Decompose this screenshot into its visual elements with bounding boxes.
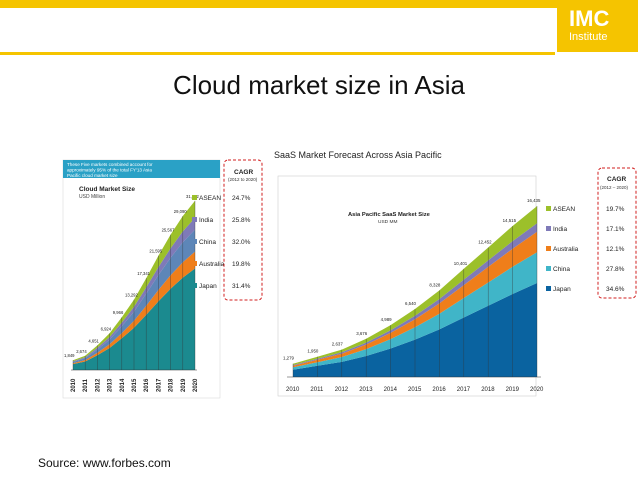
left-legend-label-asean: ASEAN	[199, 195, 221, 202]
left-total-label: 25,567	[162, 228, 175, 233]
right-x-tick: 2020	[530, 387, 544, 393]
left-cagr-value-australia: 19.8%	[232, 261, 251, 268]
left-x-tick: 2017	[156, 378, 162, 392]
right-total-label: 14,515	[503, 218, 517, 223]
right-cagr-value-australia: 12.1%	[606, 246, 625, 253]
left-legend-label-australia: Australia	[199, 261, 225, 268]
left-x-tick: 2011	[83, 378, 89, 392]
right-total-label: 6,540	[405, 301, 417, 306]
left-total-label: 13,292	[125, 293, 138, 298]
left-chart-title: Cloud Market Size	[79, 186, 135, 193]
left-x-tick: 2012	[95, 378, 101, 392]
left-cagr-sub: (2012 to 2020)	[228, 177, 258, 182]
right-cagr-value-japan: 34.6%	[606, 286, 625, 293]
left-legend-swatch-india	[192, 217, 197, 222]
left-legend-label-japan: Japan	[199, 283, 217, 290]
right-cagr-value-asean: 19.7%	[606, 206, 625, 213]
page-title: Cloud market size in Asia	[173, 70, 465, 100]
left-x-tick: 2015	[132, 378, 138, 392]
left-cagr-box	[223, 159, 263, 301]
left-banner-line: Pacific cloud market size	[67, 173, 118, 178]
right-cagr-value-india: 17.1%	[606, 226, 625, 233]
right-cagr-value-china: 27.8%	[606, 266, 625, 273]
left-total-label: 29,090	[174, 209, 187, 214]
left-x-tick: 2019	[181, 378, 187, 392]
right-cagr-box	[597, 167, 637, 299]
right-x-tick: 2015	[408, 387, 422, 393]
left-cagr-header: CAGR	[234, 169, 253, 176]
left-x-tick: 2020	[193, 378, 199, 392]
left-x-tick: 2010	[71, 378, 77, 392]
right-legend-label-japan: Japan	[553, 286, 571, 293]
header-divider	[0, 52, 555, 55]
left-x-tick: 2013	[108, 378, 114, 392]
right-x-tick: 2014	[384, 387, 398, 393]
right-x-tick: 2010	[286, 387, 300, 393]
left-legend-swatch-japan	[192, 283, 197, 288]
right-legend-swatch-japan	[546, 286, 551, 291]
left-legend-swatch-china	[192, 239, 197, 244]
right-legend-label-india: India	[553, 226, 567, 233]
left-total-label: 9,966	[113, 310, 124, 315]
left-x-tick: 2018	[169, 378, 175, 392]
top-accent-bar	[0, 0, 638, 8]
left-cagr-value-asean: 24.7%	[232, 195, 251, 202]
right-x-tick: 2012	[335, 387, 349, 393]
right-total-label: 8,328	[429, 282, 441, 287]
right-legend-label-asean: ASEAN	[553, 206, 575, 213]
right-legend-label-china: China	[553, 266, 570, 273]
logo-text-imc: IMC	[569, 6, 610, 31]
left-legend-label-china: China	[199, 239, 216, 246]
right-x-tick: 2016	[432, 387, 446, 393]
left-x-tick: 2016	[144, 378, 150, 392]
right-total-label: 1,950	[307, 349, 319, 354]
right-area-japan	[293, 283, 537, 377]
left-chart-banner	[63, 160, 220, 178]
left-area-japan	[73, 268, 195, 370]
left-x-tick: 2014	[120, 378, 126, 392]
source-note: Source: www.forbes.com	[38, 456, 171, 470]
right-legend-swatch-china	[546, 266, 551, 271]
right-cagr-header: CAGR	[607, 176, 626, 183]
left-total-label: 1,849	[64, 353, 75, 358]
left-cagr-value-india: 25.8%	[232, 217, 251, 224]
left-total-label: 17,341	[137, 271, 150, 276]
right-legend-swatch-india	[546, 226, 551, 231]
left-total-label: 6,924	[101, 326, 112, 331]
right-total-label: 1,279	[283, 356, 295, 361]
right-total-label: 3,676	[356, 331, 368, 336]
right-x-tick: 2013	[359, 387, 373, 393]
left-cagr-value-japan: 31.4%	[232, 283, 251, 290]
right-total-label: 12,452	[478, 239, 492, 244]
right-total-label: 16,435	[527, 198, 541, 203]
left-legend-swatch-australia	[192, 261, 197, 266]
right-chart-subtitle: USD MM	[378, 219, 397, 225]
right-x-tick: 2011	[310, 387, 324, 393]
right-total-label: 10,401	[454, 261, 468, 266]
left-total-label: 2,674	[76, 349, 87, 354]
left-chart-subtitle: USD Million	[79, 194, 105, 200]
right-legend-swatch-australia	[546, 246, 551, 251]
logo-text-institute: Institute	[569, 31, 608, 43]
left-cagr-value-china: 32.0%	[232, 239, 251, 246]
right-x-tick: 2017	[457, 387, 471, 393]
left-total-label: 21,595	[149, 249, 162, 254]
left-total-label: 4,651	[88, 338, 99, 343]
left-legend-label-india: India	[199, 217, 213, 224]
right-total-label: 4,989	[381, 317, 393, 322]
right-x-tick: 2018	[481, 387, 495, 393]
imc-logo: IMC Institute	[557, 0, 638, 52]
right-legend-swatch-asean	[546, 206, 551, 211]
right-chart-heading: SaaS Market Forecast Across Asia Pacific	[274, 150, 442, 160]
right-total-label: 2,637	[332, 342, 344, 347]
left-legend-swatch-asean	[192, 195, 197, 200]
right-chart-title: Asia Pacific SaaS Market Size	[348, 212, 431, 218]
right-legend-label-australia: Australia	[553, 246, 579, 253]
right-cagr-sub: (2012 – 2020)	[600, 185, 629, 190]
left-banner-line: approximately 95% of the total FY'13 Asi…	[67, 168, 152, 173]
right-x-tick: 2019	[506, 387, 520, 393]
left-banner-line: These Five markets combined account for	[67, 162, 153, 167]
